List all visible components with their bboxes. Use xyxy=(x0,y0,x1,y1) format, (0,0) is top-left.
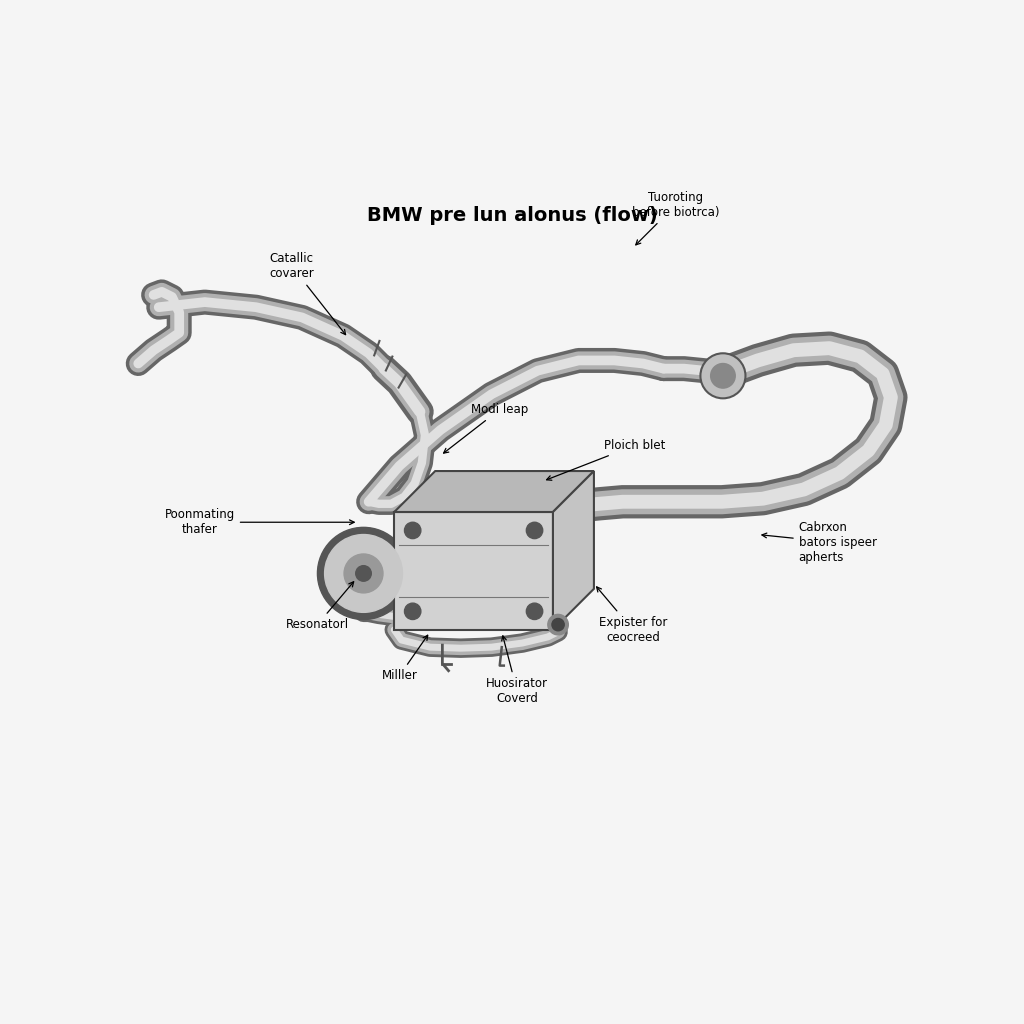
Circle shape xyxy=(700,353,745,398)
Text: Milller: Milller xyxy=(381,635,428,682)
Text: Huosirator
Coverd: Huosirator Coverd xyxy=(486,636,548,706)
Text: Tuoroting
before biotrca): Tuoroting before biotrca) xyxy=(632,190,720,245)
Circle shape xyxy=(325,535,402,612)
Polygon shape xyxy=(553,471,594,630)
Circle shape xyxy=(317,527,410,620)
Circle shape xyxy=(344,554,383,593)
Circle shape xyxy=(526,522,543,539)
Polygon shape xyxy=(394,471,594,512)
Circle shape xyxy=(404,522,421,539)
Circle shape xyxy=(711,364,735,388)
Text: Modi leap: Modi leap xyxy=(443,403,528,453)
Circle shape xyxy=(404,603,421,620)
Circle shape xyxy=(552,618,564,631)
Text: BMW pre lun alonus (flow): BMW pre lun alonus (flow) xyxy=(367,206,657,224)
Text: Poonmating
thafer: Poonmating thafer xyxy=(165,508,354,537)
Text: Expister for
ceocreed: Expister for ceocreed xyxy=(597,587,667,644)
Text: Ploich blet: Ploich blet xyxy=(547,439,666,480)
Circle shape xyxy=(548,614,568,635)
Polygon shape xyxy=(394,512,553,630)
Text: Cabrxon
bators ispeer
apherts: Cabrxon bators ispeer apherts xyxy=(762,521,877,564)
Circle shape xyxy=(355,565,372,582)
Circle shape xyxy=(526,603,543,620)
Text: Resonatorl: Resonatorl xyxy=(286,582,353,631)
Text: Catallic
covarer: Catallic covarer xyxy=(269,252,345,335)
